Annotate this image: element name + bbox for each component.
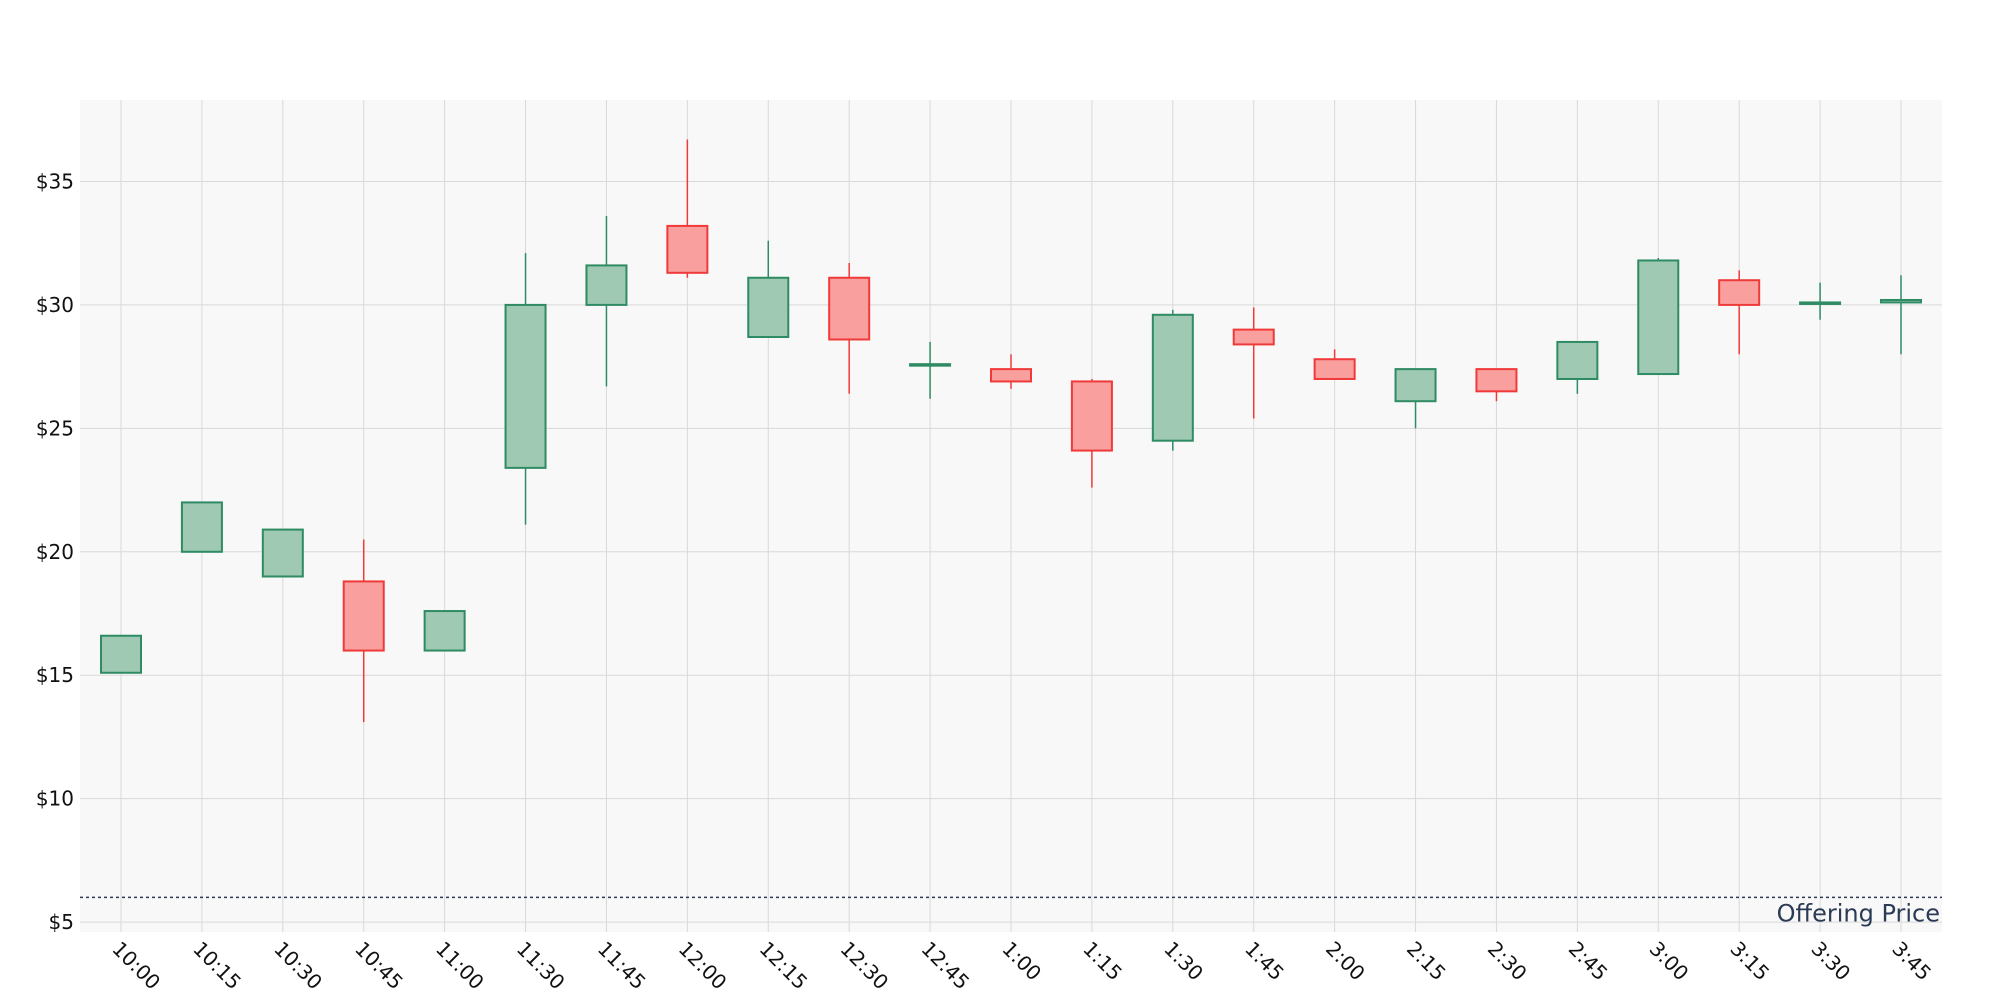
x-tick-label: 3:30 (1807, 937, 1856, 986)
x-axis: 10:00 10:15 10:30 10:45 11:00 11:30 11:45 12:00… (107, 937, 1936, 995)
candle-body (1070, 380, 1113, 452)
x-tick-label: 12:45 (917, 937, 975, 995)
candle-body (342, 580, 385, 652)
candle-10:45 (342, 539, 385, 723)
candle-body (1475, 368, 1518, 393)
candle-2:15 (1394, 368, 1437, 429)
candle-body (585, 264, 628, 306)
candle-body (1799, 301, 1842, 305)
candles (100, 139, 1922, 723)
x-tick-label: 1:30 (1159, 937, 1208, 986)
candle-12:45 (909, 341, 952, 399)
candle-1:45 (1232, 307, 1275, 419)
x-tick-label: 12:15 (755, 937, 813, 995)
x-tick-label: 1:00 (997, 937, 1046, 986)
x-tick-label: 10:30 (269, 937, 327, 995)
candle-body (1880, 298, 1922, 304)
candle-1:00 (990, 354, 1032, 389)
y-tick-label: $35 (36, 169, 74, 193)
x-tick-label: 1:15 (1078, 937, 1127, 986)
candle-body (990, 368, 1032, 383)
candle-body (504, 303, 547, 469)
x-tick-label: 2:15 (1402, 937, 1451, 986)
x-tick-label: 10:45 (350, 937, 408, 995)
x-tick-label: 11:30 (512, 937, 570, 995)
candle-10:15 (180, 501, 223, 553)
candle-body (909, 363, 952, 367)
candle-3:45 (1880, 275, 1922, 355)
candle-body (1151, 313, 1194, 442)
y-tick-label: $10 (36, 787, 74, 811)
x-tick-label: 10:00 (107, 937, 165, 995)
x-tick-label: 10:15 (188, 937, 246, 995)
x-tick-label: 3:45 (1887, 937, 1936, 986)
candle-1:30 (1151, 309, 1194, 451)
candle-3:00 (1637, 258, 1680, 376)
x-tick-label: 11:45 (593, 937, 651, 995)
candle-12:00 (666, 139, 709, 278)
candle-2:30 (1475, 368, 1518, 402)
y-axis: $5 $10 $15 $20 $25 $30 $35 (36, 169, 74, 934)
candle-body (1556, 340, 1599, 380)
candle-2:00 (1313, 349, 1356, 380)
candle-body (747, 276, 790, 339)
x-tick-label: 2:30 (1483, 937, 1532, 986)
x-tick-label: 11:00 (431, 937, 489, 995)
grid-lines (80, 100, 1942, 932)
candle-10:00 (100, 634, 142, 674)
y-tick-label: $30 (36, 293, 74, 317)
candle-11:45 (585, 216, 628, 387)
candle-2:45 (1556, 340, 1599, 394)
candle-body (1313, 358, 1356, 380)
candle-body (1637, 259, 1680, 376)
candle-body (666, 224, 709, 274)
y-tick-label: $20 (36, 540, 74, 564)
candle-11:00 (423, 610, 466, 652)
x-tick-label: 1:45 (1240, 937, 1289, 986)
candle-12:15 (747, 240, 790, 339)
candle-3:15 (1718, 270, 1761, 355)
candle-10:30 (261, 528, 304, 578)
x-tick-label: 3:15 (1726, 937, 1775, 986)
x-tick-label: 2:00 (1321, 937, 1370, 986)
candle-11:30 (504, 253, 547, 525)
candle-12:30 (828, 262, 871, 394)
y-tick-label: $5 (49, 910, 74, 934)
candle-body (261, 528, 304, 578)
candle-1:15 (1070, 378, 1113, 488)
y-tick-label: $25 (36, 416, 74, 440)
offering-price-label: Offering Price (1777, 899, 1940, 927)
y-tick-label: $15 (36, 663, 74, 687)
candle-body (1232, 328, 1275, 346)
x-tick-label: 3:00 (1645, 937, 1694, 986)
candle-body (828, 276, 871, 341)
candle-body (100, 634, 142, 674)
offering-price-reference: Offering Price (80, 896, 1942, 927)
candle-body (1394, 368, 1437, 403)
x-tick-label: 2:45 (1564, 937, 1613, 986)
x-tick-label: 12:00 (674, 937, 732, 995)
candle-body (423, 610, 466, 652)
x-tick-label: 12:30 (836, 937, 894, 995)
candle-body (1718, 279, 1761, 306)
candle-3:30 (1799, 282, 1842, 320)
candle-body (180, 501, 223, 553)
